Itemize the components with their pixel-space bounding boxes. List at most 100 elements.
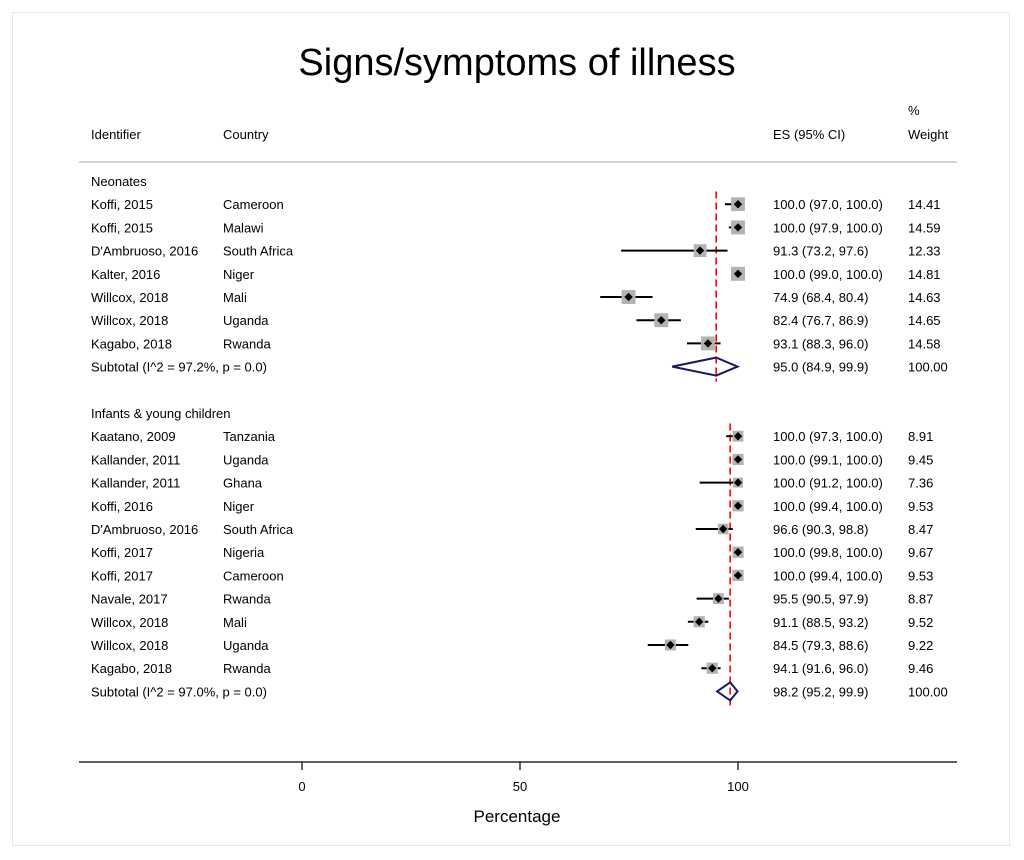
study-row: Kallander, 2011 Uganda 100.0 (99.1, 100.0)… xyxy=(91,452,933,467)
study-row: Koffi, 2017 Nigeria 100.0 (99.8, 100.0) 9.6… xyxy=(91,545,933,560)
study-weight: 14.65 xyxy=(908,313,941,328)
study-es: 100.0 (91.2, 100.0) xyxy=(773,476,883,491)
chart-frame: Signs/symptoms of illness % Identifier C… xyxy=(12,12,1010,846)
point-estimate xyxy=(718,524,728,534)
study-es: 94.1 (91.6, 96.0) xyxy=(773,661,868,676)
study-weight: 9.52 xyxy=(908,615,933,630)
study-identifier: Koffi, 2016 xyxy=(91,499,153,514)
study-country: South Africa xyxy=(223,522,294,537)
subtotal-weight: 100.00 xyxy=(908,360,948,375)
study-row: Willcox, 2018 Mali 91.1 (88.5, 93.2) 9.52 xyxy=(91,615,933,630)
study-weight: 7.36 xyxy=(908,476,933,491)
study-country: Niger xyxy=(223,267,255,282)
study-weight: 9.53 xyxy=(908,499,933,514)
point-estimate xyxy=(733,269,743,278)
study-es: 100.0 (97.0, 100.0) xyxy=(773,197,883,212)
x-tick-label: 100 xyxy=(727,779,749,794)
subtotal-label: Subtotal (I^2 = 97.0%, p = 0.0) xyxy=(91,684,267,699)
study-country: South Africa xyxy=(223,244,294,259)
study-weight: 9.53 xyxy=(908,568,933,583)
study-row: Kagabo, 2018 Rwanda 94.1 (91.6, 96.0) 9.46 xyxy=(91,661,933,676)
study-weight: 9.67 xyxy=(908,545,933,560)
study-country: Cameroon xyxy=(223,197,284,212)
study-country: Nigeria xyxy=(223,545,265,560)
group-0: Neonates Koffi, 2015 Cameroon 100.0 (97.0, … xyxy=(91,174,948,382)
study-es: 100.0 (99.0, 100.0) xyxy=(773,267,883,282)
study-identifier: Koffi, 2017 xyxy=(91,545,153,560)
study-identifier: Kalter, 2016 xyxy=(91,267,160,282)
study-weight: 14.63 xyxy=(908,290,941,305)
x-tick-label: 50 xyxy=(513,779,527,794)
study-identifier: Kaatano, 2009 xyxy=(91,429,176,444)
study-es: 100.0 (97.3, 100.0) xyxy=(773,429,883,444)
header-weight-pct: % xyxy=(908,103,920,118)
study-country: Rwanda xyxy=(223,661,271,676)
study-weight: 9.45 xyxy=(908,452,933,467)
study-row: Willcox, 2018 Uganda 84.5 (79.3, 88.6) 9.22 xyxy=(91,638,933,653)
study-country: Rwanda xyxy=(223,592,271,607)
x-axis: 0 50 100 xyxy=(79,761,957,794)
study-row: Koffi, 2015 Malawi 100.0 (97.9, 100.0) 14.5… xyxy=(91,220,941,235)
study-es: 100.0 (99.1, 100.0) xyxy=(773,452,883,467)
study-es: 91.1 (88.5, 93.2) xyxy=(773,615,868,630)
study-identifier: Willcox, 2018 xyxy=(91,638,168,653)
x-axis-label: Percentage xyxy=(474,807,561,826)
study-es: 95.5 (90.5, 97.9) xyxy=(773,592,868,607)
group-1: Infants & young children Kaatano, 2009 Tan… xyxy=(91,406,948,707)
study-country: Uganda xyxy=(223,313,269,328)
study-identifier: Koffi, 2017 xyxy=(91,568,153,583)
x-tick-label: 0 xyxy=(298,779,305,794)
study-row: D'Ambruoso, 2016 South Africa 96.6 (90.3, … xyxy=(91,522,933,537)
study-country: Rwanda xyxy=(223,336,271,351)
study-es: 82.4 (76.7, 86.9) xyxy=(773,313,868,328)
study-es: 74.9 (68.4, 80.4) xyxy=(773,290,868,305)
study-country: Tanzania xyxy=(223,429,276,444)
point-estimate xyxy=(733,223,743,232)
study-country: Malawi xyxy=(223,220,264,235)
subtotal-diamond xyxy=(671,356,741,377)
study-identifier: Koffi, 2015 xyxy=(91,220,153,235)
point-estimate xyxy=(714,594,723,603)
study-weight: 8.87 xyxy=(908,592,933,607)
subtotal-diamond xyxy=(715,681,739,702)
point-estimate xyxy=(695,246,705,255)
study-es: 100.0 (99.4, 100.0) xyxy=(773,568,883,583)
study-identifier: Kagabo, 2018 xyxy=(91,336,172,351)
study-es: 84.5 (79.3, 88.6) xyxy=(773,638,868,653)
study-es: 100.0 (97.9, 100.0) xyxy=(773,220,883,235)
study-row: Willcox, 2018 Mali 74.9 (68.4, 80.4) 14.63 xyxy=(91,290,941,305)
study-es: 91.3 (73.2, 97.6) xyxy=(773,244,868,259)
study-identifier: Kagabo, 2018 xyxy=(91,661,172,676)
subtotal-es: 95.0 (84.9, 99.9) xyxy=(773,360,868,375)
study-weight: 14.58 xyxy=(908,336,941,351)
study-es: 96.6 (90.3, 98.8) xyxy=(773,522,868,537)
subtotal-row: Subtotal (I^2 = 97.2%, p = 0.0) 95.0 (84.… xyxy=(91,356,948,377)
group-heading: Infants & young children xyxy=(91,406,230,421)
study-row: Willcox, 2018 Uganda 82.4 (76.7, 86.9) 14.6… xyxy=(91,313,941,328)
forest-plot: Signs/symptoms of illness % Identifier C… xyxy=(79,42,957,826)
study-identifier: Willcox, 2018 xyxy=(91,313,168,328)
point-estimate xyxy=(624,292,633,302)
subtotal-row: Subtotal (I^2 = 97.0%, p = 0.0) 98.2 (95.… xyxy=(91,681,948,702)
study-row: Kallander, 2011 Ghana 100.0 (91.2, 100.0) 7… xyxy=(91,476,933,491)
study-country: Mali xyxy=(223,615,247,630)
study-identifier: Koffi, 2015 xyxy=(91,197,153,212)
study-country: Uganda xyxy=(223,638,269,653)
study-row: Navale, 2017 Rwanda 95.5 (90.5, 97.9) 8.87 xyxy=(91,592,933,607)
study-weight: 8.91 xyxy=(908,429,933,444)
subtotal-es: 98.2 (95.2, 99.9) xyxy=(773,684,868,699)
header-identifier: Identifier xyxy=(91,127,142,142)
study-country: Niger xyxy=(223,499,255,514)
study-weight: 9.46 xyxy=(908,661,933,676)
study-row: Kagabo, 2018 Rwanda 93.1 (88.3, 96.0) 14.58 xyxy=(91,336,941,351)
study-row: Koffi, 2015 Cameroon 100.0 (97.0, 100.0) 14… xyxy=(91,197,941,212)
point-estimate xyxy=(733,432,743,441)
study-row: Koffi, 2016 Niger 100.0 (99.4, 100.0) 9.53 xyxy=(91,499,933,514)
subtotal-label: Subtotal (I^2 = 97.2%, p = 0.0) xyxy=(91,360,267,375)
study-identifier: D'Ambruoso, 2016 xyxy=(91,522,198,537)
study-identifier: D'Ambruoso, 2016 xyxy=(91,244,198,259)
study-identifier: Kallander, 2011 xyxy=(91,452,180,467)
point-estimate xyxy=(733,571,743,580)
study-row: Kalter, 2016 Niger 100.0 (99.0, 100.0) 14.8… xyxy=(91,266,941,282)
point-estimate xyxy=(733,501,743,510)
